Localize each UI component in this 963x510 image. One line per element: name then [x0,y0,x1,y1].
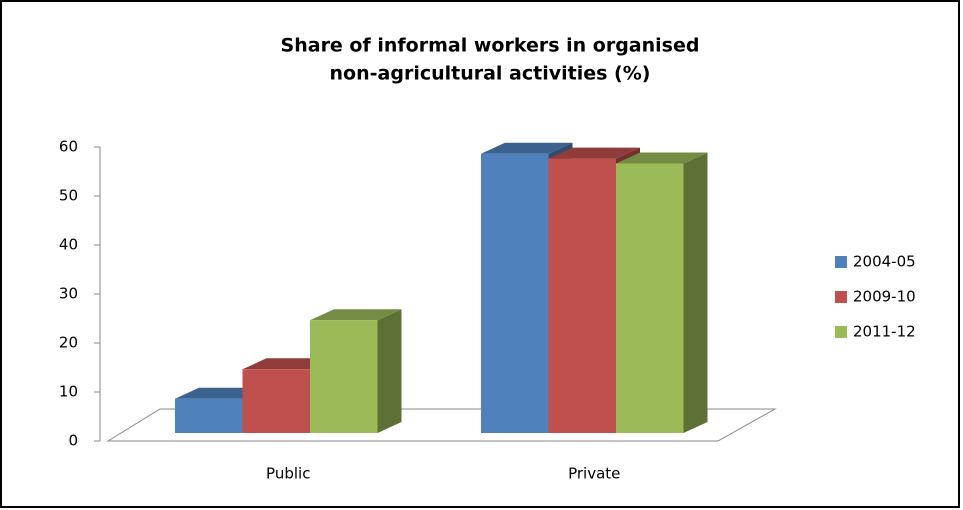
bar [616,163,684,433]
bar-top [548,147,640,159]
bar [310,320,378,433]
chart-title: Share of informal workers in organised [281,35,700,57]
y-tick-label: 0 [68,432,78,450]
legend-label: 2004-05 [853,253,916,271]
y-tick-label: 40 [59,236,78,254]
bar [175,398,243,433]
floor [106,408,777,442]
x-tick-label: Public [266,465,310,483]
legend-swatch [835,256,847,268]
bar-side [683,152,708,433]
bar [548,158,616,433]
y-tick-label: 50 [59,187,78,205]
legend-swatch [835,326,847,338]
legend-label: 2011-12 [853,323,916,341]
bar-top [616,152,708,164]
y-tick-label: 30 [59,285,78,303]
chart-title-line2: non-agricultural activities (%) [330,63,651,85]
x-tick-label: Private [568,465,620,483]
bar [481,153,549,433]
bar-top [310,309,402,321]
bar-side [377,309,402,433]
bar-top [481,142,573,154]
y-tick-label: 20 [59,334,78,352]
y-tick-label: 10 [59,383,78,401]
legend-label: 2009-10 [853,288,916,306]
bar [242,369,310,433]
legend-swatch [835,291,847,303]
y-tick-label: 60 [59,138,78,156]
